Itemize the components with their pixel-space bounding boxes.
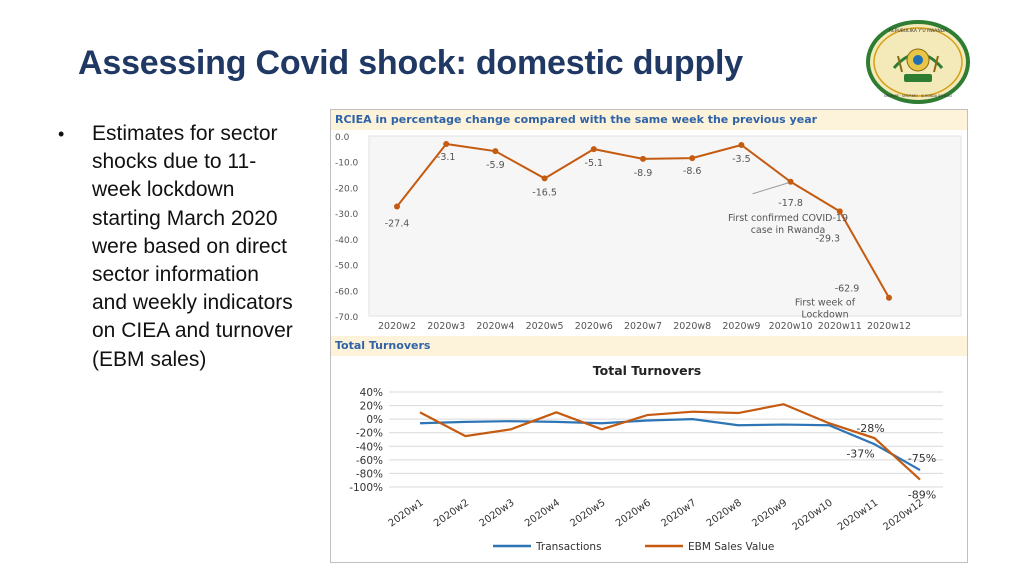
x-tick-label: 2020w5 (526, 321, 564, 332)
ebm-sales-series-line (419, 403, 921, 481)
logo-text-bottom: UBUMWE · UMURIMO · GUKUNDA IGIHUGU (884, 94, 952, 98)
x-tick-label: 2020w7 (624, 321, 662, 332)
bullet-symbol: • (58, 124, 65, 144)
data-label: -5.1 (585, 158, 604, 169)
data-point (443, 140, 450, 147)
legend-transactions-label: Transactions (535, 541, 602, 553)
data-label: -27.4 (385, 218, 410, 229)
legend-ebm-sales-value-label: EBM Sales Value (688, 541, 774, 553)
y-tick-label: 0% (366, 414, 383, 426)
data-label: -29.3 (816, 233, 841, 244)
x-tick-label: 2020w6 (614, 497, 653, 529)
y-tick-label: -40% (356, 441, 383, 453)
x-tick-label: 2020w2 (378, 321, 416, 332)
x-tick-label: 2020w9 (722, 321, 760, 332)
data-point (886, 294, 892, 301)
annotation-text: Lockdown (801, 310, 848, 321)
data-label: -5.9 (486, 160, 505, 171)
data-label: -8.9 (634, 168, 653, 179)
x-tick-label: 2020w12 (881, 497, 925, 533)
x-tick-label: 2020w7 (659, 497, 698, 529)
logo-text-top: REPUBULIKA Y'U RWANDA (889, 28, 948, 34)
data-label: -75% (908, 452, 936, 465)
x-tick-label: 2020w10 (769, 321, 813, 332)
turnover-line-chart: Total Turnovers 40% 20%0% -20%-40% -60%-80% -… (349, 363, 943, 553)
y-tick-label: -60.0 (335, 287, 359, 297)
data-point (492, 148, 499, 155)
data-label: -17.8 (778, 198, 803, 209)
y-tick-label: 0.0 (335, 133, 350, 143)
x-tick-label: 2020w6 (575, 321, 613, 332)
plot-area (368, 135, 962, 317)
y-tick-label: -40.0 (335, 236, 359, 246)
annotation-text: First confirmed COVID-19 (728, 213, 848, 224)
data-label: -8.6 (683, 166, 702, 177)
x-tick-label: 2020w5 (568, 497, 607, 529)
rciea-chart-header: RCIEA in percentage change compared with… (331, 110, 967, 130)
x-tick-label: 2020w3 (427, 321, 465, 332)
y-tick-label: -60% (356, 455, 383, 467)
data-label: -28% (856, 422, 884, 435)
x-tick-label: 2020w10 (791, 497, 835, 533)
data-label: -89% (908, 489, 936, 502)
y-tick-label: -30.0 (335, 210, 359, 220)
x-tick-label: 2020w8 (673, 321, 711, 332)
data-label: -37% (846, 447, 874, 460)
x-tick-label: 2020w1 (387, 497, 426, 529)
x-tick-label: 2020w8 (705, 497, 744, 529)
data-point (689, 155, 696, 162)
data-label: -3.1 (437, 152, 456, 163)
slide-title: Assessing Covid shock: domestic dupply (78, 44, 743, 82)
x-tick-label: 2020w2 (432, 497, 471, 529)
data-label: -3.5 (732, 154, 751, 165)
y-tick-label: -10.0 (335, 159, 359, 169)
x-tick-label: 2020w11 (836, 497, 880, 533)
data-label: -62.9 (835, 284, 860, 295)
data-point (787, 178, 794, 185)
annotation-leader-line (752, 182, 789, 195)
data-label: -16.5 (532, 187, 557, 198)
x-tick-label: 2020w4 (476, 321, 514, 332)
y-tick-label: -80% (356, 468, 383, 480)
x-tick-label: 2020w3 (478, 497, 517, 529)
y-tick-label: -100% (349, 482, 383, 494)
bullet-item: • Estimates for sector shocks due to 11-… (58, 120, 298, 374)
x-tick-label: 2020w11 (818, 321, 862, 332)
data-point (590, 146, 597, 153)
bullet-list: • Estimates for sector shocks due to 11-… (58, 120, 298, 374)
rwanda-emblem-logo: REPUBULIKA Y'U RWANDA UBUMWE · UMURIMO ·… (866, 20, 970, 104)
y-tick-label: -70.0 (335, 313, 359, 323)
y-tick-label: 40% (360, 387, 383, 399)
y-tick-label: -50.0 (335, 262, 359, 272)
annotation-text: First week of (795, 298, 856, 309)
data-point (836, 208, 843, 215)
data-point (738, 142, 745, 148)
x-tick-label: 2020w12 (867, 321, 911, 332)
data-point (541, 175, 548, 182)
charts-panel: RCIEA in percentage change compared with… (330, 109, 968, 563)
transactions-series-line (419, 418, 921, 471)
y-tick-label: -20% (356, 428, 383, 440)
y-tick-label: -20.0 (335, 184, 359, 194)
x-tick-label: 2020w9 (750, 497, 789, 529)
turnover-chart-header: Total Turnovers (331, 336, 967, 356)
rciea-line-chart: 0.0 -10.0 -20.0 -30.0 -40.0 -50.0 -60.0 -70.0 20… (335, 133, 962, 332)
annotation-text: case in Rwanda (751, 225, 826, 236)
x-tick-label: 2020w4 (523, 497, 562, 529)
bullet-text: Estimates for sector shocks due to 11-we… (92, 122, 293, 371)
data-point (394, 203, 400, 210)
turnover-chart-title: Total Turnovers (593, 363, 701, 378)
y-tick-label: 20% (360, 401, 383, 413)
data-point (640, 155, 646, 162)
